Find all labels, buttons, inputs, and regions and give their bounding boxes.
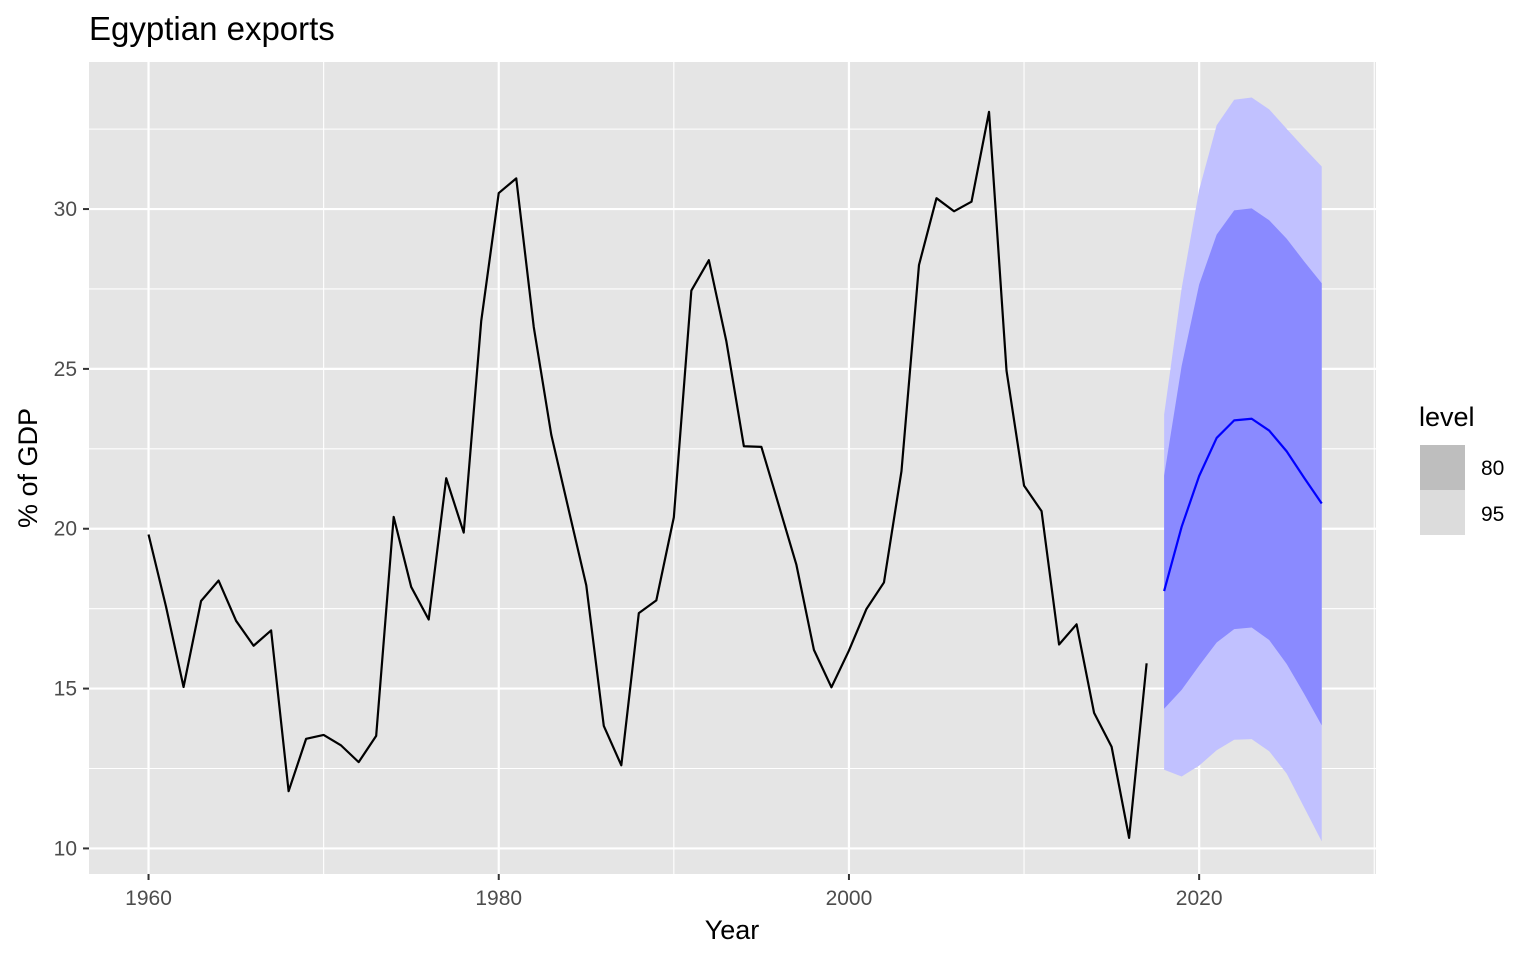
history-line bbox=[147, 110, 1148, 839]
y-axis-title: % of GDP bbox=[13, 408, 43, 528]
series-lines bbox=[147, 110, 1323, 839]
y-tick-label: 20 bbox=[54, 518, 77, 541]
legend-label-80: 80 bbox=[1481, 457, 1504, 480]
x-axis-title: Year bbox=[705, 915, 760, 945]
legend-label-95: 95 bbox=[1481, 503, 1504, 526]
x-tick-label: 1960 bbox=[125, 887, 172, 910]
legend-key-80 bbox=[1420, 445, 1465, 490]
x-tick-label: 2000 bbox=[826, 887, 873, 910]
x-tick-label: 2020 bbox=[1176, 887, 1223, 910]
grid-lines bbox=[89, 62, 1376, 874]
forecast-bands bbox=[1164, 97, 1322, 842]
y-tick-label: 15 bbox=[54, 678, 77, 701]
axes: 1960 1980 2000 2020 10 15 20 25 30 bbox=[54, 198, 1223, 910]
y-tick-label: 25 bbox=[54, 358, 77, 381]
forecast-band-80 bbox=[1164, 208, 1322, 726]
x-tick-label: 1980 bbox=[475, 887, 522, 910]
chart-title: Egyptian exports bbox=[89, 10, 335, 47]
legend: level 80 95 bbox=[1419, 402, 1504, 535]
forecast-mean-line bbox=[1163, 417, 1323, 592]
y-tick-label: 10 bbox=[54, 837, 77, 860]
legend-key-95 bbox=[1420, 490, 1465, 535]
legend-title: level bbox=[1419, 402, 1475, 432]
plot-panel bbox=[89, 62, 1376, 874]
y-tick-label: 30 bbox=[54, 198, 77, 221]
